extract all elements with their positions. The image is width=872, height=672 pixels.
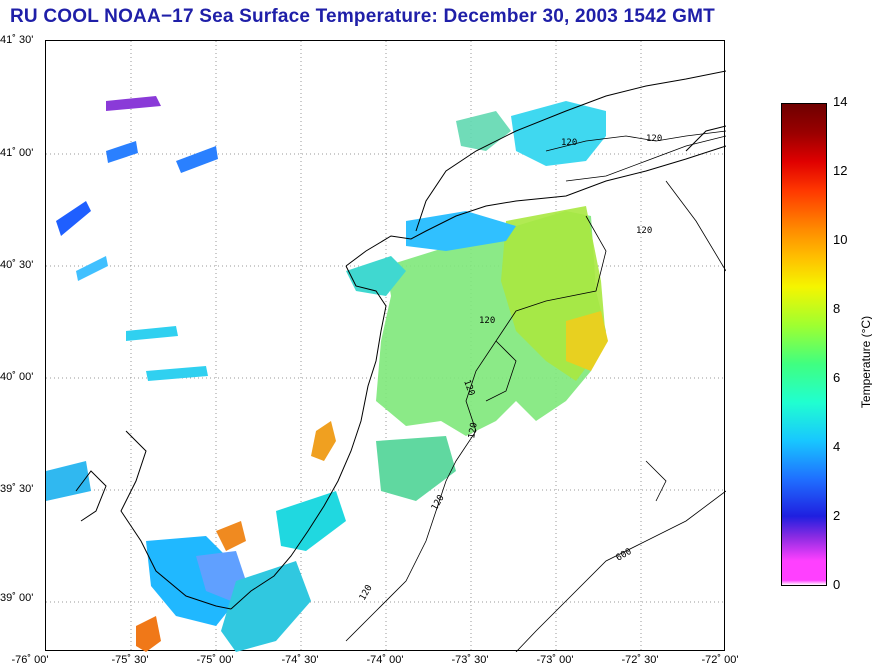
lat-tick: 39˚ 00' [0, 592, 34, 604]
lon-tick: -75˚ 00' [196, 654, 234, 666]
sst-field [46, 96, 608, 652]
contour-label: 600 [615, 547, 634, 564]
lon-tick: -72˚ 00' [701, 654, 739, 666]
colorbar-tick: 12 [833, 163, 848, 178]
contour-label: 120 [479, 316, 495, 326]
colorbar-tick: 14 [833, 94, 848, 109]
coastline [75, 70, 726, 610]
contour-label: 120 [561, 138, 577, 148]
lon-tick: -73˚ 30' [451, 654, 489, 666]
lon-tick: -76˚ 00' [11, 654, 49, 666]
contour-label: 120 [646, 134, 662, 144]
colorbar-tick: 4 [833, 439, 841, 454]
map-title: RU COOL NOAA−17 Sea Surface Temperature:… [10, 6, 715, 27]
temperature-colorbar [781, 103, 827, 586]
contour-label: 120 [467, 422, 480, 440]
sst-map[interactable]: 120 120 120 120 120 120 120 120 600 [45, 40, 726, 652]
bathymetry-contours [345, 130, 726, 652]
colorbar-tick: 8 [833, 301, 841, 316]
contour-label: 120 [636, 226, 652, 236]
contour-label: 120 [358, 583, 375, 602]
colorbar-tick: 0 [833, 577, 841, 592]
colorbar-tick: 2 [833, 508, 841, 523]
lon-tick: -72˚ 30' [621, 654, 659, 666]
lat-tick: 40˚ 00' [0, 371, 34, 383]
colorbar-label: Temperature (°C) [859, 315, 872, 409]
lat-tick: 40˚ 30' [0, 259, 34, 271]
colorbar-tick: 6 [833, 370, 841, 385]
lat-tick: 39˚ 30' [0, 483, 34, 495]
lat-tick: 41˚ 00' [0, 147, 34, 159]
lon-tick: -74˚ 00' [366, 654, 404, 666]
map-canvas: 120 120 120 120 120 120 120 120 600 [46, 41, 726, 652]
lat-tick: 41˚ 30' [0, 34, 34, 46]
lon-tick: -74˚ 30' [281, 654, 319, 666]
colorbar-tick: 10 [833, 232, 848, 247]
contour-label: 120 [430, 493, 447, 512]
lon-tick: -73˚ 00' [536, 654, 574, 666]
lon-tick: -75˚ 30' [111, 654, 149, 666]
